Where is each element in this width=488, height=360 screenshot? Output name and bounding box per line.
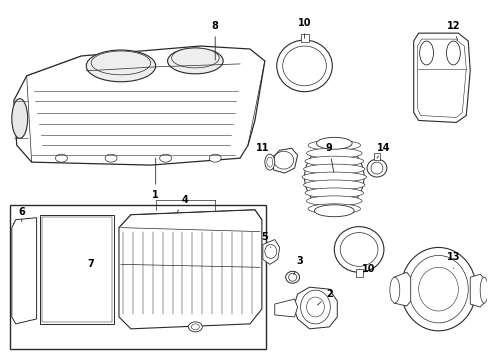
Polygon shape [274, 299, 297, 317]
Text: 10: 10 [358, 264, 375, 274]
Ellipse shape [408, 255, 468, 323]
Polygon shape [14, 46, 264, 165]
Text: 5: 5 [261, 231, 270, 247]
Polygon shape [119, 210, 262, 329]
Polygon shape [12, 218, 37, 324]
Bar [40, 215, 114, 324]
Ellipse shape [306, 196, 361, 206]
Polygon shape [393, 272, 410, 306]
Ellipse shape [305, 156, 363, 166]
Ellipse shape [209, 154, 221, 162]
Ellipse shape [276, 40, 332, 92]
Text: 11: 11 [256, 143, 274, 158]
Ellipse shape [334, 227, 383, 272]
Text: 7: 7 [88, 259, 94, 269]
Ellipse shape [446, 41, 459, 65]
Ellipse shape [188, 322, 202, 332]
Ellipse shape [282, 46, 325, 86]
Text: 14: 14 [376, 143, 390, 158]
Ellipse shape [55, 154, 67, 162]
Ellipse shape [306, 148, 361, 158]
Ellipse shape [266, 157, 272, 167]
Ellipse shape [171, 48, 219, 68]
Text: 2: 2 [317, 289, 332, 305]
Ellipse shape [12, 99, 28, 138]
Ellipse shape [191, 324, 199, 330]
Ellipse shape [418, 267, 457, 311]
Ellipse shape [264, 244, 276, 258]
Ellipse shape [300, 290, 330, 324]
Ellipse shape [160, 154, 171, 162]
Ellipse shape [86, 50, 155, 82]
Text: 9: 9 [325, 143, 333, 172]
Ellipse shape [306, 297, 324, 317]
Text: 13: 13 [446, 252, 459, 269]
Ellipse shape [264, 154, 274, 170]
Ellipse shape [91, 51, 150, 75]
Text: 12: 12 [446, 21, 459, 40]
Ellipse shape [285, 271, 299, 283]
Polygon shape [413, 33, 469, 122]
Ellipse shape [307, 204, 360, 214]
Ellipse shape [370, 162, 382, 174]
Polygon shape [469, 274, 484, 307]
Polygon shape [293, 287, 337, 329]
Ellipse shape [273, 151, 293, 169]
Ellipse shape [316, 137, 351, 149]
Text: 6: 6 [19, 207, 25, 222]
Bar [41, 217, 112, 322]
Polygon shape [271, 148, 297, 173]
Text: 10: 10 [297, 18, 311, 38]
Text: 4: 4 [177, 195, 188, 212]
Bar [10, 205, 265, 349]
Ellipse shape [389, 277, 399, 303]
Ellipse shape [303, 164, 365, 174]
Text: 3: 3 [293, 256, 303, 275]
Ellipse shape [288, 273, 296, 281]
Ellipse shape [479, 277, 487, 303]
Bar [373, 153, 379, 160]
Ellipse shape [366, 159, 386, 177]
Ellipse shape [302, 172, 366, 182]
Bar [300, 34, 308, 42]
Ellipse shape [340, 233, 377, 266]
Ellipse shape [167, 48, 223, 74]
Ellipse shape [105, 154, 117, 162]
Ellipse shape [305, 188, 363, 198]
Bar [355, 269, 362, 277]
Ellipse shape [419, 41, 433, 65]
Ellipse shape [303, 180, 365, 190]
Ellipse shape [307, 140, 360, 150]
Ellipse shape [314, 205, 353, 217]
Polygon shape [263, 239, 279, 264]
Ellipse shape [400, 247, 475, 331]
Text: 1: 1 [152, 158, 159, 200]
Text: 8: 8 [211, 21, 218, 60]
